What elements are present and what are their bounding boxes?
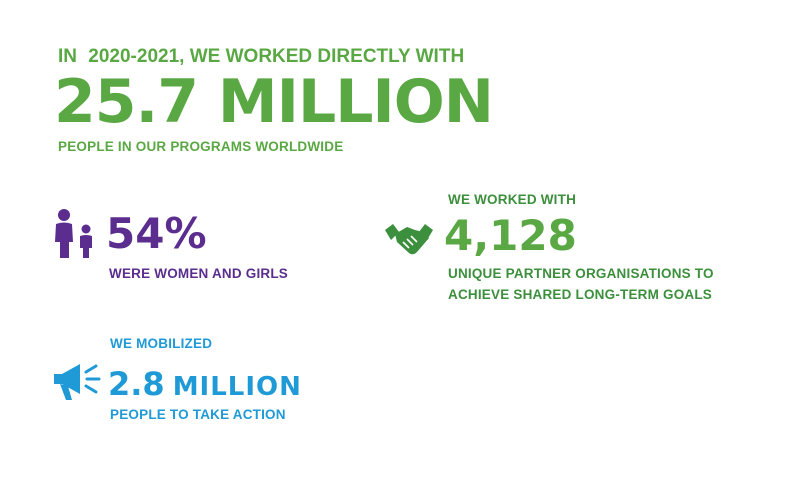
headline-intro-year: 2020-2021, — [88, 46, 185, 67]
headline-intro-prefix: IN — [58, 46, 77, 67]
mobilized-number-value: 2.8 — [108, 365, 165, 403]
women-label: WERE WOMEN AND GIRLS — [109, 266, 288, 281]
partners-number: 4,128 — [444, 211, 577, 260]
headline-intro-suffix: WE WORKED DIRECTLY WITH — [189, 46, 465, 67]
mobilized-number-unit: MILLION — [172, 372, 302, 402]
mobilized-number: 2.8 MILLION — [108, 364, 302, 407]
partners-label-line-2: ACHIEVE SHARED LONG-TERM GOALS — [448, 287, 713, 302]
partners-intro: WE WORKED WITH — [448, 192, 577, 207]
partners-label-line-1: UNIQUE PARTNER ORGANISATIONS TO — [448, 266, 714, 281]
megaphone-icon — [54, 364, 101, 400]
woman-girl-icon — [55, 209, 92, 258]
headline-intro: IN 2020-2021, WE WORKED DIRECTLY WITH — [58, 46, 464, 68]
headline-sub: PEOPLE IN OUR PROGRAMS WORLDWIDE — [58, 139, 344, 154]
mobilized-label: PEOPLE TO TAKE ACTION — [110, 407, 286, 422]
headline-big-number: 25.7 MILLION — [54, 67, 494, 137]
handshake-icon — [385, 224, 433, 255]
women-percent: 54% — [106, 209, 207, 258]
mobilized-intro: WE MOBILIZED — [110, 336, 213, 351]
